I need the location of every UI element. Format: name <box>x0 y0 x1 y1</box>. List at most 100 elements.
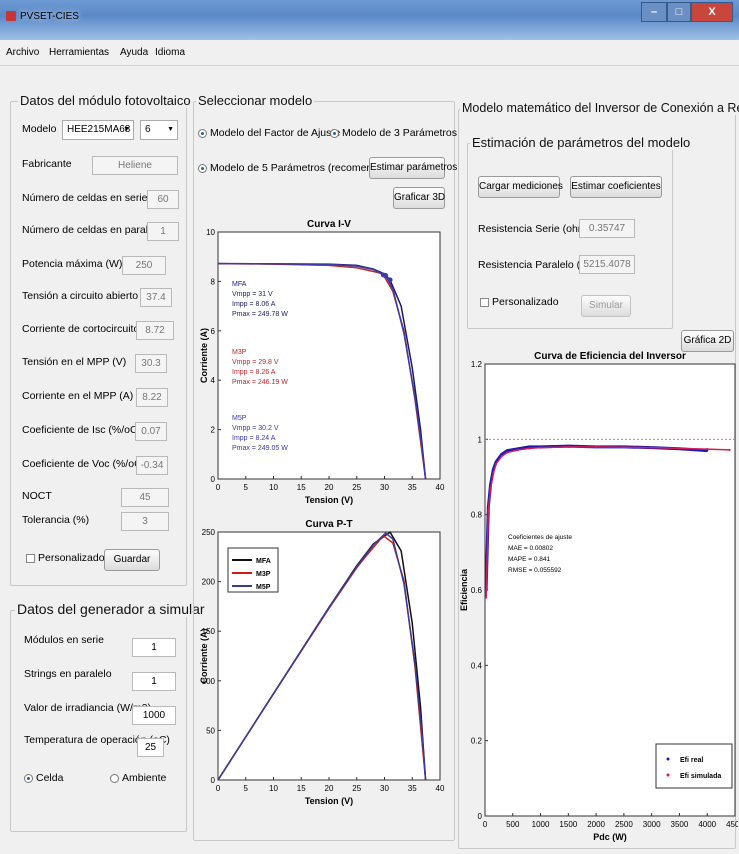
y-tick-label: 250 <box>202 528 216 537</box>
legend-entry: Efi simulada <box>680 773 721 780</box>
chart-title: Curva P-T <box>305 519 352 530</box>
module-field-value[interactable]: 37.4 <box>140 288 172 307</box>
generator-field-label: Módulos en serie <box>24 634 104 646</box>
pt-chart: Curva P-T 0 5 10 15 20 25 30 35 40 0 50 100 150 200 250… <box>199 519 445 806</box>
menu-bar: Archivo Herramientas Ayuda Idioma <box>0 40 739 66</box>
x-tick-label: 10 <box>269 784 278 793</box>
maximize-button[interactable]: □ <box>667 2 691 22</box>
efficiency-point <box>595 445 598 448</box>
tres-parametros-radio[interactable]: Modelo de 3 Parámetros <box>330 127 457 139</box>
modelo-num-value: 6 <box>145 124 151 135</box>
legend-entry: MFA <box>256 558 271 565</box>
modelo-select[interactable]: HEE215MA68 ▼ <box>62 120 134 140</box>
module-field-value[interactable]: 8.22 <box>136 388 168 407</box>
rp-field[interactable]: 5215.4078 <box>579 255 635 274</box>
generator-field-value[interactable]: 25 <box>137 738 164 757</box>
module-field-label: Tensión en el MPP (V) <box>22 356 127 368</box>
generator-field-label: Strings en paralelo <box>24 668 112 680</box>
menu-idioma[interactable]: Idioma <box>155 47 186 58</box>
module-field-value[interactable]: 60 <box>147 190 179 209</box>
module-field-value[interactable]: 3 <box>121 512 169 531</box>
modelo-num-select[interactable]: 6 ▼ <box>140 120 178 140</box>
grafica-2d-button[interactable]: Gráfica 2D <box>681 330 734 352</box>
pt-series-line-m5p <box>217 531 427 781</box>
module-field-label: Corriente en el MPP (A) <box>22 390 134 402</box>
module-field-label: Potencia máxima (W) <box>22 258 123 270</box>
radio-icon <box>110 773 119 783</box>
y-axis-label: Corriente (A) <box>199 628 209 683</box>
annotation-line: Impp = 8.24 A <box>232 435 276 442</box>
module-field-value[interactable]: 45 <box>121 488 169 507</box>
annotation-label: M3P <box>232 349 247 356</box>
radio-icon <box>198 163 207 173</box>
x-tick-label: 30 <box>380 784 389 793</box>
rs-field[interactable]: 0.35747 <box>579 219 635 238</box>
model-panel-title: Seleccionar modelo <box>196 93 315 108</box>
module-field-value[interactable]: 0.07 <box>135 422 167 441</box>
x-tick-label: 2500 <box>615 820 633 829</box>
x-tick-label: 15 <box>297 784 306 793</box>
y-tick-label: 0 <box>211 475 216 484</box>
title-bar: PVSET-CIES – □ X <box>0 0 739 40</box>
y-tick-label: 0.8 <box>471 511 483 520</box>
y-tick-label: 4 <box>211 376 216 385</box>
module-field-value[interactable]: -0.34 <box>136 456 168 475</box>
y-tick-label: 6 <box>211 327 216 336</box>
iv-chart: Curva I-V 0 5 10 15 20 25 30 35 40 0 2 4 6 8 10 Tension … <box>199 219 445 505</box>
generator-field-value[interactable]: 1 <box>132 638 176 657</box>
y-tick-label: 150 <box>202 627 216 636</box>
rp-label: Resistencia Paralelo (ohm) <box>478 259 605 271</box>
x-tick-label: 1500 <box>559 820 577 829</box>
close-button[interactable]: X <box>691 2 733 22</box>
menu-ayuda[interactable]: Ayuda <box>120 47 149 58</box>
x-tick-label: 10 <box>269 483 278 492</box>
x-tick-label: 5 <box>244 784 249 793</box>
module-field-value[interactable]: 1 <box>147 222 179 241</box>
main-area: Datos del módulo fotovoltaico Modelo HEE… <box>0 66 739 854</box>
celda-radio[interactable]: Celda <box>24 772 63 784</box>
module-field-value[interactable]: 8.72 <box>136 321 174 340</box>
generator-field-value[interactable]: 1000 <box>132 706 176 725</box>
menu-herramientas[interactable]: Herramientas <box>49 47 110 58</box>
y-tick-label: 50 <box>206 726 215 735</box>
y-tick-label: 2 <box>211 426 216 435</box>
cargar-mediciones-button[interactable]: Cargar mediciones <box>478 176 563 198</box>
personalizado-checkbox[interactable]: Personalizado <box>26 552 105 564</box>
x-tick-label: 20 <box>325 483 334 492</box>
annotation-label: MFA <box>232 281 247 288</box>
efficiency-point <box>678 447 681 450</box>
x-tick-label: 40 <box>436 483 445 492</box>
annotation-line: Impp = 8.26 A <box>232 369 276 376</box>
chart-title: Curva I-V <box>307 219 351 230</box>
simular-button[interactable]: Simular <box>581 295 631 317</box>
guardar-button[interactable]: Guardar <box>104 549 160 571</box>
cinco-parametros-radio[interactable]: Modelo de 5 Parámetros (recomendado) <box>198 162 399 174</box>
inversor-personalizado-checkbox[interactable]: Personalizado <box>480 296 559 308</box>
radio-icon <box>24 773 33 783</box>
x-tick-label: 0 <box>216 784 221 793</box>
x-tick-label: 15 <box>297 483 306 492</box>
module-field-value[interactable]: Heliene <box>92 156 178 175</box>
generator-field-value[interactable]: 1 <box>132 672 176 691</box>
annotation-line: Pmax = 249.05 W <box>232 445 288 452</box>
generator-panel-title: Datos del generador a simular <box>15 601 207 617</box>
chevron-down-icon: ▼ <box>123 126 130 133</box>
y-tick-label: 1 <box>478 435 483 444</box>
x-tick-label: 5 <box>244 483 249 492</box>
estimar-coeficientes-button[interactable]: Estimar coeficientes <box>570 176 662 198</box>
radio-icon <box>198 128 207 138</box>
ambiente-radio[interactable]: Ambiente <box>110 772 166 784</box>
menu-archivo[interactable]: Archivo <box>6 47 40 58</box>
inversor-personalizado-label: Personalizado <box>492 296 559 308</box>
module-panel-title: Datos del módulo fotovoltaico <box>18 93 193 108</box>
efficiency-point <box>706 449 709 452</box>
graficar-3d-button[interactable]: Graficar 3D <box>393 187 445 209</box>
estimar-parametros-button[interactable]: Estimar parámetros <box>369 157 457 179</box>
module-field-value[interactable]: 250 <box>122 256 166 275</box>
module-field-value[interactable]: 30.3 <box>135 354 167 373</box>
minimize-button[interactable]: – <box>641 2 667 22</box>
module-field-label: Tensión a circuito abierto (V) <box>22 290 156 302</box>
factor-ajuste-radio[interactable]: Modelo del Factor de Ajuste <box>198 127 340 139</box>
y-axis-label: Eficiencia <box>459 568 469 611</box>
